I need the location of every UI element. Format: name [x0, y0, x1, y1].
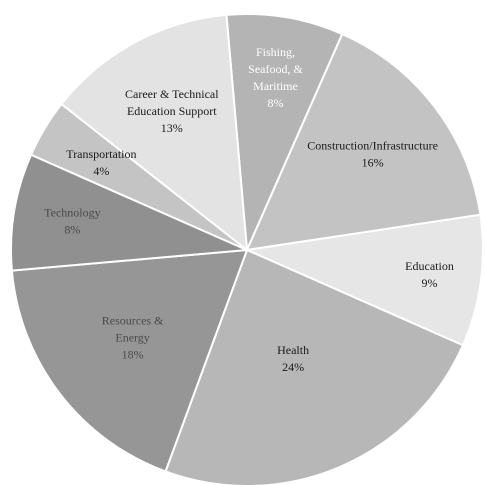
- pie-label-category-line: Career & Technical: [125, 87, 219, 101]
- pie-label-percent: 8%: [268, 96, 284, 110]
- pie-label-resources-energy: Resources & Energy 18%: [102, 313, 164, 361]
- pie-label-category-line: Construction/Infrastructure: [307, 139, 438, 153]
- pie-label-fishing-seafood-maritime: Fishing, Seafood, & Maritime 8%: [248, 45, 303, 110]
- pie-slice-fishing-seafood-maritime: [225, 13, 344, 251]
- pie-label-percent: 8%: [64, 223, 80, 237]
- pie-label-category-line: Education Support: [127, 104, 217, 118]
- pie-slice-career-technical-education-support: [60, 13, 249, 253]
- pie-label-category-line: Transportation: [66, 147, 136, 161]
- pie-slice-construction-infrastructure: [245, 32, 482, 252]
- pie-label-category-line: Resources &: [102, 313, 164, 327]
- pie-label-category-line: Health: [277, 343, 309, 357]
- pie-label-percent: 18%: [122, 347, 144, 361]
- pie-label-category-line: Technology: [44, 206, 100, 220]
- pie-slice-technology: [10, 153, 248, 272]
- pie-label-percent: 9%: [422, 276, 438, 290]
- pie-label-percent: 13%: [161, 121, 183, 135]
- pie-labels: Fishing, Seafood, & Maritime 8% Construction…: [44, 45, 454, 374]
- pie-label-category-line: Fishing,: [256, 45, 295, 59]
- pie-label-percent: 16%: [362, 156, 384, 170]
- pie-label-category-line: Energy: [115, 330, 149, 344]
- pie-slice-education: [243, 213, 485, 347]
- pie-label-technology: Technology 8%: [44, 206, 100, 237]
- pie-label-construction-infrastructure: Construction/Infrastructure 16%: [307, 139, 438, 170]
- pie-label-education: Education 9%: [405, 259, 454, 290]
- pie-label-category-line: Seafood, &: [248, 62, 303, 76]
- pie-label-transportation: Transportation 4%: [66, 147, 136, 178]
- pie-label-career-technical-education-support: Career & Technical Education Support 13%: [125, 87, 219, 135]
- pie-label-percent: 4%: [93, 164, 109, 178]
- pie-label-health: Health 24%: [277, 343, 309, 374]
- pie-label-percent: 24%: [282, 360, 304, 374]
- pie-slice-health: [164, 248, 465, 485]
- pie-label-category-line: Education: [405, 259, 454, 273]
- pie-slice-resources-energy: [10, 248, 249, 473]
- pie-slices: [10, 13, 485, 485]
- pie-label-category-line: Maritime: [253, 79, 298, 93]
